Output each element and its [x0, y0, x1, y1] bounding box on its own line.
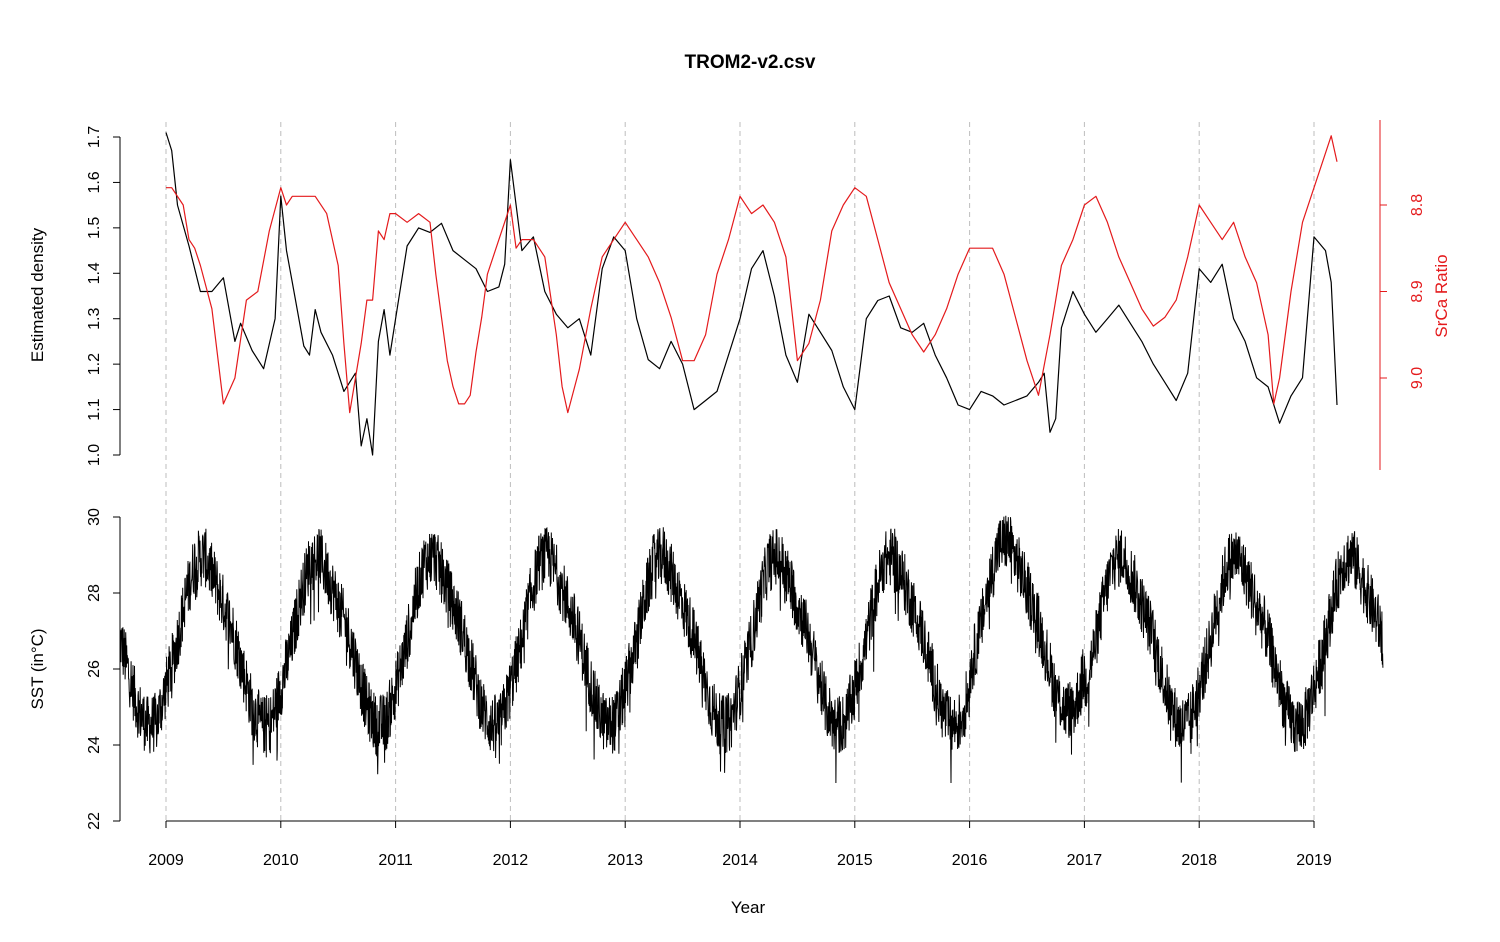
density-tick-label: 1.1 — [86, 398, 103, 420]
x-tick-label-2016: 2016 — [952, 852, 988, 869]
density-tick-label: 1.3 — [86, 307, 103, 329]
srca-series-line — [166, 135, 1338, 414]
x-tick-label-2018: 2018 — [1181, 852, 1217, 869]
density-tick-label: 1.2 — [86, 353, 103, 375]
density-axis-label: Estimated density — [28, 227, 47, 362]
top-panel-axes: 1.0 1.1 1.2 1.3 1.4 1.5 1.6 1.7 8.8 8.9 9.0 — [86, 120, 1426, 470]
sst-tick-label: 30 — [86, 508, 103, 526]
x-tick-label-2015: 2015 — [837, 852, 873, 869]
x-tick-label-2011: 2011 — [378, 852, 413, 869]
density-tick-label: 1.0 — [86, 444, 103, 466]
x-tick-label-2010: 2010 — [263, 852, 299, 869]
bottom-panel-series — [119, 515, 1384, 784]
x-axis-label: Year — [731, 898, 766, 917]
sst-axis-label: SST (in°C) — [28, 628, 47, 709]
bottom-panel-axes: 22 24 26 28 30 — [86, 508, 121, 830]
sst-tick-label: 28 — [86, 584, 103, 602]
x-axis: 2009 2010 2011 2012 2013 2014 2015 2016 2017 2018… — [148, 820, 1332, 869]
density-tick-label: 1.5 — [86, 217, 103, 239]
x-tick-label-2013: 2013 — [607, 852, 643, 869]
sst-tick-label: 22 — [86, 812, 103, 830]
chart-title: TROM2-v2.csv — [685, 52, 816, 73]
srca-tick-label: 8.8 — [1409, 194, 1426, 216]
srca-tick-label: 8.9 — [1409, 280, 1426, 302]
x-tick-label-2019: 2019 — [1296, 852, 1332, 869]
sst-tick-label: 24 — [86, 736, 103, 754]
sst-tick-label: 26 — [86, 660, 103, 678]
density-tick-label: 1.7 — [86, 126, 103, 148]
x-tick-label-2012: 2012 — [493, 852, 529, 869]
density-series-line — [165, 132, 1338, 456]
density-tick-label: 1.6 — [86, 171, 103, 193]
x-tick-label-2017: 2017 — [1067, 852, 1103, 869]
srca-tick-label: 9.0 — [1409, 367, 1426, 389]
density-tick-label: 1.4 — [86, 262, 103, 284]
x-tick-label-2014: 2014 — [722, 852, 758, 869]
sst-series-line — [119, 515, 1384, 784]
srca-axis-label: SrCa Ratio — [1432, 254, 1451, 337]
top-panel-series — [165, 132, 1338, 456]
x-tick-label-2009: 2009 — [148, 852, 184, 869]
